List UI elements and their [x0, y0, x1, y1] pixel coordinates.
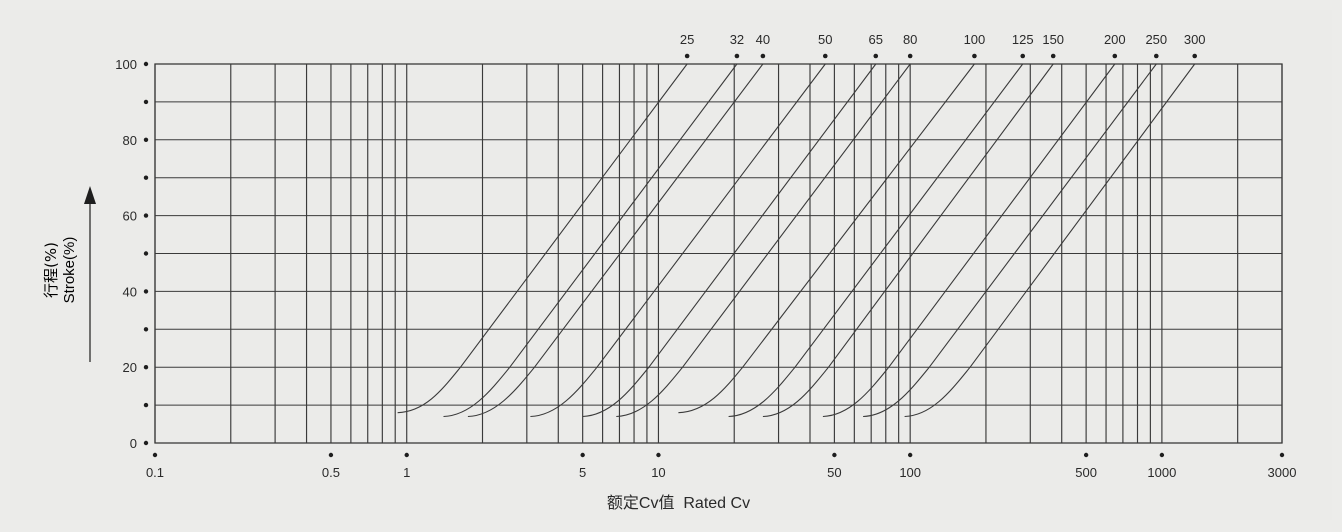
x-tick-label: 5	[579, 465, 586, 480]
curve-label-150: 150	[1042, 32, 1064, 47]
y-tick-dot	[143, 440, 149, 446]
x-tick-dot	[1083, 452, 1089, 458]
y-tick-dot	[143, 175, 149, 180]
x-tick-label: 500	[1075, 465, 1097, 480]
x-tick-dot	[907, 452, 913, 458]
x-tick-label: 100	[899, 465, 921, 480]
x-tick-label: 50	[827, 465, 841, 480]
curve-dot-300	[1192, 53, 1198, 59]
curve-65	[582, 63, 877, 418]
x-tick-dot	[152, 452, 158, 458]
x-tick-label: 3000	[1268, 465, 1297, 480]
y-tick-dot	[143, 61, 149, 67]
curve-label-80: 80	[903, 32, 917, 47]
x-tick-dot	[1279, 452, 1285, 458]
y-axis-title-en: Stroke(%)	[61, 237, 78, 304]
y-tick-label: 100	[115, 57, 137, 72]
y-tick-label: 20	[123, 360, 137, 375]
x-tick-label: 1000	[1147, 465, 1176, 480]
y-tick-dot	[143, 137, 149, 142]
y-tick-label: 60	[123, 209, 137, 224]
curve-label-300: 300	[1184, 32, 1206, 47]
x-tick-dot	[404, 452, 409, 458]
x-tick-dot	[832, 452, 837, 458]
curve-dot-150	[1050, 53, 1056, 59]
curve-50	[530, 63, 826, 418]
x-tick-label: 0.5	[322, 465, 340, 480]
y-tick-label: 0	[130, 436, 137, 451]
y-tick-dot	[143, 213, 149, 218]
y-tick-dot	[143, 365, 149, 370]
curve-dot-80	[907, 53, 913, 59]
curve-150	[762, 63, 1054, 418]
curve-250	[863, 63, 1157, 418]
chart-frame: 0.1 0.5 1 5 10 50 100 500 1000 3000 0 20 40 60 80 100 额定…	[10, 10, 1332, 520]
curve-dot-32	[734, 53, 740, 59]
y-tick-dot	[143, 402, 149, 408]
curve-dot-65	[873, 53, 879, 59]
x-tick-dot	[328, 452, 334, 458]
y-axis-title	[46, 210, 106, 360]
curve-label-125: 125	[1012, 32, 1034, 47]
curve-dot-25	[684, 53, 690, 59]
cv-stroke-chart: 0.1 0.5 1 5 10 50 100 500 1000 3000 0 20 40 60 80 100 额定…	[42, 32, 1297, 512]
x-tick-label: 10	[651, 465, 665, 480]
x-tick-dot	[656, 452, 661, 458]
curve-32	[443, 63, 738, 418]
curve-100	[678, 63, 975, 414]
curve-125	[728, 63, 1024, 418]
y-axis-title-cn: 行程(%)	[42, 242, 60, 298]
x-tick-dot	[1159, 452, 1165, 458]
y-axis-arrow-head	[84, 186, 96, 204]
y-tick-label: 80	[123, 133, 137, 148]
curve-dot-125	[1020, 53, 1026, 59]
curve-dot-50	[822, 53, 828, 59]
curve-label-200: 200	[1104, 32, 1126, 47]
x-tick-label: 1	[403, 465, 410, 480]
curve-dot-100	[972, 53, 977, 59]
x-axis-title: 额定Cv值 Rated Cv	[607, 494, 750, 512]
x-tick-dot	[580, 452, 585, 458]
curve-dot-200	[1112, 53, 1118, 59]
curve-40	[467, 63, 764, 418]
curve-label-32: 32	[730, 32, 744, 47]
curve-dot-40	[760, 53, 766, 59]
x-tick-label: 0.1	[146, 465, 164, 480]
curve-label-25: 25	[680, 32, 694, 47]
curve-25	[397, 63, 688, 414]
curve-label-50: 50	[818, 32, 832, 47]
curve-label-100: 100	[964, 32, 986, 47]
y-tick-dot	[143, 99, 149, 105]
y-tick-dot	[143, 289, 149, 294]
curve-80	[616, 63, 911, 418]
curve-label-40: 40	[756, 32, 770, 47]
curve-dot-250	[1153, 53, 1159, 59]
curve-label-65: 65	[869, 32, 883, 47]
curve-200	[822, 63, 1116, 418]
y-tick-dot	[143, 251, 149, 256]
y-tick-dot	[143, 327, 149, 332]
curve-300	[904, 63, 1196, 418]
curve-label-250: 250	[1145, 32, 1167, 47]
y-tick-label: 40	[123, 284, 137, 299]
y-axis-title-group: 行程(%) Stroke(%)	[42, 237, 78, 304]
